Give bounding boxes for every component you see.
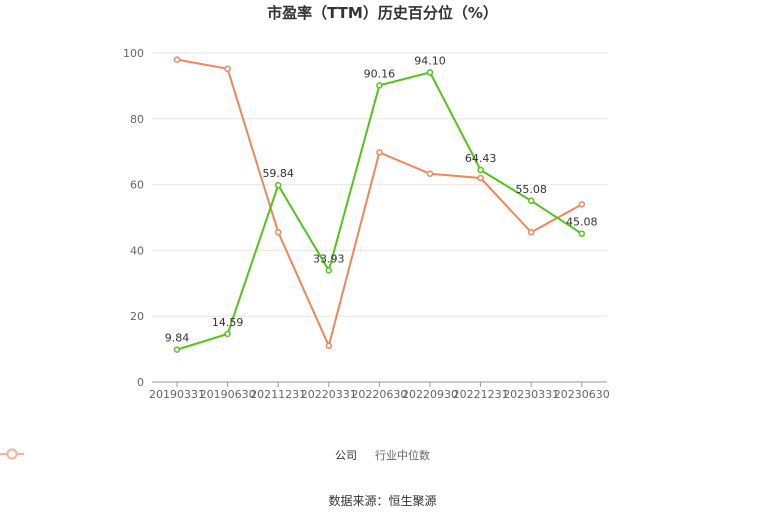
series-1-point-6 <box>477 174 484 182</box>
x-tick-label-1: 20190630 <box>200 388 256 401</box>
series-1-point-5 <box>426 170 434 177</box>
data-label-1: 14.59 <box>212 316 244 329</box>
x-tick-label-3: 20220331 <box>301 388 357 401</box>
series-0-point-3 <box>325 267 333 274</box>
data-label-0: 9.84 <box>165 332 190 345</box>
series-1-point-0 <box>173 56 181 63</box>
series-0-point-0 <box>173 346 181 353</box>
series-0-point-1 <box>224 330 231 338</box>
series-0-point-5 <box>426 69 434 76</box>
data-label-4: 90.16 <box>364 67 396 80</box>
y-tick-label-2: 40 <box>130 244 144 257</box>
legend: 公司 行业中位数 <box>0 447 765 463</box>
legend-label-industry-median: 行业中位数 <box>375 449 430 462</box>
data-label-5: 94.10 <box>414 54 446 67</box>
x-tick-label-5: 20220930 <box>402 388 458 401</box>
x-tick-label-4: 20220630 <box>351 388 407 401</box>
series-0-point-6 <box>477 166 484 174</box>
data-label-6: 64.43 <box>465 152 497 165</box>
data-source: 数据来源：恒生聚源 <box>328 494 437 508</box>
y-tick-label-3: 60 <box>130 179 144 192</box>
y-tick-label-5: 100 <box>123 47 144 60</box>
legend-marker-industry-median <box>0 448 24 460</box>
data-label-8: 45.08 <box>566 216 598 229</box>
x-tick-label-6: 20221231 <box>453 388 509 401</box>
y-tick-label-4: 80 <box>130 113 144 126</box>
legend-item-industry-median[interactable]: 行业中位数 <box>0 447 430 463</box>
series-line-0 <box>176 71 583 351</box>
series-0-point-7 <box>527 197 535 205</box>
legend-label-company: 公司 <box>335 449 357 462</box>
y-tick-label-1: 20 <box>130 310 144 323</box>
x-tick-label-8: 20230630 <box>554 388 610 401</box>
x-tick-label-0: 20190331 <box>149 388 205 401</box>
chart-title: 市盈率（TTM）历史百分位（%） <box>267 4 498 22</box>
legend-item-company[interactable]: 公司 <box>0 447 357 463</box>
series-1-point-8 <box>578 201 586 208</box>
series-1-point-3 <box>325 342 333 350</box>
data-label-7: 55.08 <box>515 183 547 196</box>
data-label-3: 33.93 <box>313 252 345 265</box>
series-1-point-4 <box>376 149 383 156</box>
series-1-point-2 <box>274 229 282 236</box>
y-tick-label-0: 0 <box>137 376 144 389</box>
series-1-point-1 <box>224 65 231 73</box>
data-label-2: 59.84 <box>262 167 294 180</box>
series-1-point-7 <box>527 229 535 236</box>
series-0-point-2 <box>274 181 282 189</box>
series-0-point-8 <box>578 230 586 237</box>
series-0-point-4 <box>376 82 383 89</box>
x-tick-label-7: 20230331 <box>503 388 559 401</box>
x-tick-label-2: 20211231 <box>250 388 306 401</box>
